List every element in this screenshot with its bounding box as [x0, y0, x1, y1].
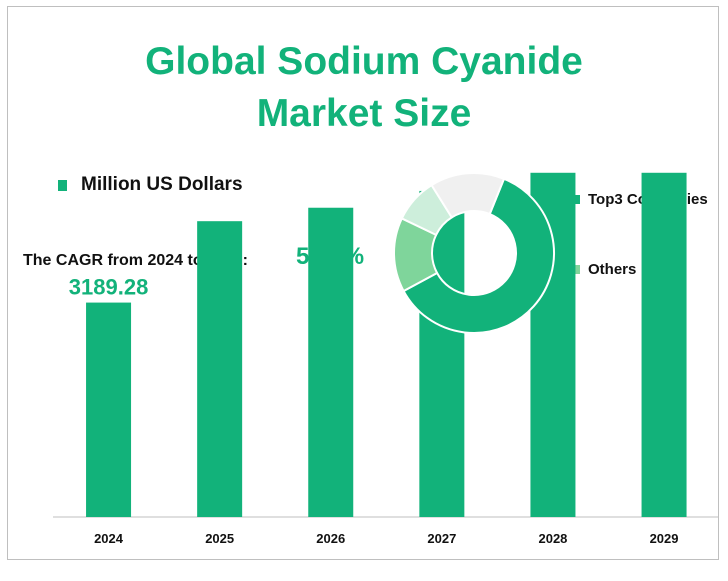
- x-tick-label-2026: 2026: [316, 531, 345, 546]
- title-line-2: Market Size: [256, 92, 472, 135]
- x-tick-label-2028: 2028: [538, 531, 567, 546]
- x-tick-label-2025: 2025: [205, 531, 234, 546]
- pie-legend-swatch-top3: [571, 195, 580, 204]
- pie-legend-item-others: Others: [571, 261, 636, 278]
- bar-2026: [308, 207, 354, 517]
- bar-legend-label: Million US Dollars: [81, 174, 243, 195]
- donut-slice-0: [402, 177, 555, 334]
- pie-legend-label-others: Others: [588, 261, 637, 278]
- x-tick-label-2027: 2027: [427, 531, 456, 546]
- title-line-1: Global Sodium Cyanide: [145, 40, 583, 83]
- data-label-2024: 3189.28: [69, 275, 149, 300]
- bar-legend-swatch: [58, 179, 67, 191]
- x-tick-label-2024: 2024: [94, 531, 124, 546]
- chart-title: Global Sodium Cyanide Market Size: [0, 36, 728, 140]
- donut-slice-3: [430, 172, 506, 219]
- bar-2025: [197, 221, 243, 517]
- cagr-label: The CAGR from 2024 to 2029:: [23, 252, 248, 269]
- pie-legend-swatch-others: [571, 265, 580, 274]
- bar-2029: [641, 172, 687, 518]
- bar-2024: [86, 302, 132, 517]
- bar-legend: Million US Dollars: [58, 174, 243, 196]
- x-tick-label-2029: 2029: [650, 531, 679, 546]
